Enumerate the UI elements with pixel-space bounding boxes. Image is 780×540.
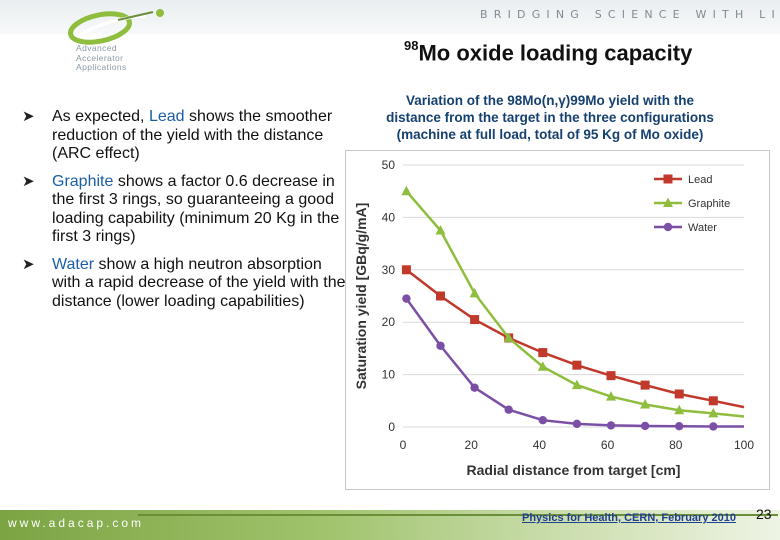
- logo-swoosh-icon: [68, 9, 164, 45]
- x-tick-label: 60: [601, 438, 615, 452]
- data-point-lead: [640, 380, 650, 390]
- legend-marker-water: [663, 222, 673, 232]
- data-point-graphite: [537, 361, 548, 371]
- bullet-water: ➤ Water show a high neutron absorption w…: [22, 255, 346, 310]
- arrow-bullet-icon: ➤: [22, 108, 35, 125]
- data-point-lead: [674, 389, 684, 399]
- website-url: www.adacap.com: [8, 516, 145, 530]
- y-tick-label: 30: [382, 263, 396, 277]
- data-point-graphite: [708, 407, 719, 418]
- page-title: 98Mo oxide loading capacity: [404, 38, 693, 66]
- data-point-graphite: [640, 398, 651, 409]
- data-point-graphite: [606, 391, 617, 401]
- data-point-water: [402, 294, 411, 303]
- data-point-graphite: [571, 379, 582, 390]
- x-tick-label: 20: [465, 438, 479, 452]
- legend-label-water: Water: [688, 222, 717, 234]
- x-tick-label: 40: [533, 438, 547, 452]
- y-tick-label: 40: [382, 210, 396, 224]
- x-tick-label: 0: [400, 438, 407, 452]
- y-tick-label: 10: [382, 368, 396, 382]
- x-tick-label: 100: [734, 438, 754, 452]
- y-axis-label: Saturation yield [GBq/g/mA]: [353, 203, 369, 390]
- data-point-lead: [436, 291, 446, 301]
- data-point-water: [504, 405, 513, 414]
- data-point-graphite: [469, 287, 480, 298]
- data-point-water: [709, 422, 718, 431]
- data-point-graphite: [503, 332, 514, 342]
- data-point-water: [470, 383, 479, 392]
- x-axis-label: Radial distance from target [cm]: [467, 462, 681, 478]
- logo-text: Advanced Accelerator Applications: [76, 43, 127, 72]
- y-tick-label: 50: [382, 158, 396, 172]
- bullet-lead: ➤ As expected, Lead shows the smoother r…: [22, 108, 333, 162]
- y-tick-label: 20: [382, 315, 396, 329]
- y-tick-label: 0: [388, 420, 395, 434]
- data-point-lead: [606, 371, 616, 381]
- arrow-bullet-icon: ➤: [22, 172, 35, 190]
- data-point-lead: [572, 360, 582, 370]
- keyword-graphite: Graphite: [52, 172, 114, 190]
- bullet-graphite: ➤ Graphite shows a factor 0.6 decrease i…: [22, 172, 340, 246]
- data-point-water: [675, 422, 684, 431]
- footer-divider: [138, 514, 778, 516]
- data-point-water: [606, 421, 616, 430]
- chart-caption: Variation of the 98Mo(n,γ)99Mo yield wit…: [386, 93, 714, 142]
- data-point-lead: [401, 265, 411, 275]
- chart-frame: 0 10 20 30 40 50 0 20 40 60 80 100 Radial distance f…: [345, 150, 770, 490]
- legend-label-graphite: Graphite: [688, 198, 730, 210]
- data-point-graphite: [401, 185, 412, 196]
- data-point-graphite: [435, 225, 446, 235]
- data-point-water: [640, 421, 650, 431]
- data-point-lead: [708, 396, 718, 406]
- tagline: BRIDGING SCIENCE WITH LIFE: [480, 8, 780, 21]
- data-point-water: [436, 341, 445, 350]
- data-point-water: [538, 415, 548, 425]
- page-number: 23: [756, 506, 772, 522]
- arrow-bullet-icon: ➤: [22, 255, 35, 273]
- data-point-lead: [538, 348, 548, 358]
- yield-chart: 0 10 20 30 40 50 0 20 40 60 80 100 Radial distance f…: [353, 158, 754, 478]
- data-point-lead: [470, 315, 480, 325]
- data-point-graphite: [674, 404, 685, 415]
- x-tick-label: 80: [669, 438, 683, 452]
- data-point-water: [572, 419, 582, 429]
- legend-marker-graphite: [663, 197, 673, 207]
- keyword-lead: Lead: [148, 108, 185, 125]
- bullet-list: ➤ As expected, Lead shows the smoother r…: [18, 108, 348, 320]
- keyword-water: Water: [52, 255, 95, 273]
- legend-label-lead: Lead: [688, 174, 712, 186]
- footer-text: Physics for Health, CERN, February 2010: [522, 512, 736, 524]
- legend-marker-lead: [663, 174, 673, 184]
